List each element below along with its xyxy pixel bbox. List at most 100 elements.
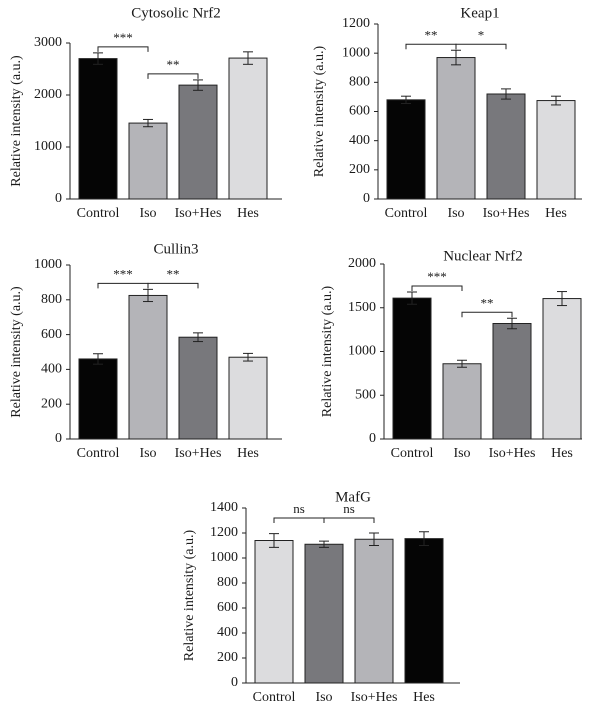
y-tick-label: 1000 (348, 344, 376, 359)
x-tick-label: Control (385, 206, 428, 221)
y-tick-label: 0 (55, 191, 62, 206)
x-tick-label: Iso+Hes (483, 206, 530, 221)
y-tick-label: 500 (355, 387, 376, 402)
bar-hes (228, 356, 268, 440)
bar-control (254, 540, 294, 684)
y-axis-label: Relative intensity (a.u.) (312, 45, 327, 177)
y-tick-label: 0 (231, 675, 238, 690)
bar-hes (404, 538, 444, 684)
y-tick-label: 1200 (210, 525, 238, 540)
x-tick-label: Iso (139, 206, 156, 221)
x-tick-label: Hes (545, 206, 567, 221)
x-tick-label: Control (391, 446, 434, 461)
bar-control (392, 297, 432, 440)
significance-label: ** (167, 57, 180, 72)
y-tick-label: 800 (349, 75, 370, 90)
bar-iso (442, 363, 482, 440)
y-tick-label: 600 (349, 104, 370, 119)
x-tick-label: Iso (447, 206, 464, 221)
y-axis-label: Relative intensity (a.u.) (320, 285, 335, 417)
x-tick-label: Hes (413, 690, 435, 705)
y-tick-label: 800 (41, 292, 62, 307)
significance-bracket (97, 282, 149, 289)
y-tick-label: 1200 (342, 16, 370, 31)
chart-title: Keap1 (460, 5, 499, 21)
bar-iso-hes (486, 93, 526, 200)
significance-bracket (461, 311, 513, 318)
bar-iso-hes (492, 323, 532, 440)
y-tick-label: 1000 (34, 257, 62, 272)
y-tick-label: 1400 (210, 500, 238, 515)
y-tick-label: 400 (41, 362, 62, 377)
chart-panel-1: Cytosolic Nrf2 Relative intensity (a.u.) 0… (9, 5, 282, 221)
significance-bracket (147, 73, 199, 79)
chart-panel-2: Keap1 Relative intensity (a.u.) 0 200 400 600… (312, 5, 582, 221)
significance-label: *** (113, 30, 133, 45)
significance-bracket (405, 43, 457, 50)
x-tick-label: Iso+Hes (351, 690, 398, 705)
y-tick-label: 600 (217, 600, 238, 615)
significance-bracket (97, 46, 149, 52)
bar-iso-hes (354, 538, 394, 684)
bar-control (78, 358, 118, 440)
bar-hes (542, 298, 582, 440)
significance-label: *** (113, 266, 133, 281)
chart-title: MafG (335, 489, 371, 505)
significance-label: ** (481, 295, 494, 310)
y-tick-label: 400 (349, 133, 370, 148)
bar-iso (128, 122, 168, 200)
x-tick-label: Iso (453, 446, 470, 461)
y-tick-label: 1000 (34, 139, 62, 154)
significance-bracket (147, 282, 199, 289)
y-tick-label: 0 (55, 431, 62, 446)
chart-title: Cullin3 (153, 241, 198, 257)
x-tick-label: Iso+Hes (489, 446, 536, 461)
y-tick-label: 1000 (342, 45, 370, 60)
x-tick-label: Iso (315, 690, 332, 705)
x-tick-label: Hes (237, 446, 259, 461)
x-tick-label: Control (253, 690, 296, 705)
significance-bracket (411, 285, 463, 291)
bar-iso (128, 294, 168, 440)
bar-iso (436, 57, 476, 200)
y-tick-label: 0 (363, 191, 370, 206)
x-tick-label: Iso (139, 446, 156, 461)
x-tick-label: Control (77, 206, 120, 221)
bar-control (78, 58, 118, 200)
y-axis-label: Relative intensity (a.u.) (9, 286, 24, 418)
significance-bracket (273, 517, 325, 523)
x-tick-label: Iso+Hes (175, 446, 222, 461)
bar-hes (228, 57, 268, 200)
y-tick-label: 2000 (348, 256, 376, 271)
significance-label: ns (293, 501, 305, 516)
chart-title: Nuclear Nrf2 (443, 248, 523, 264)
y-tick-label: 200 (217, 650, 238, 665)
bar-iso-hes (178, 84, 218, 200)
y-tick-label: 600 (41, 327, 62, 342)
significance-bracket (455, 43, 507, 50)
y-axis-label: Relative intensity (a.u.) (9, 55, 24, 187)
bar-iso-hes (178, 336, 218, 440)
significance-label: ** (167, 266, 180, 281)
significance-label: * (478, 27, 485, 42)
x-tick-label: Iso+Hes (175, 206, 222, 221)
y-tick-label: 200 (41, 396, 62, 411)
y-tick-label: 2000 (34, 87, 62, 102)
chart-panel-5: MafG Relative intensity (a.u.) 0 200 400 600 8… (182, 489, 460, 705)
y-tick-label: 400 (217, 625, 238, 640)
y-axis-label: Relative intensity (a.u.) (182, 529, 197, 661)
y-tick-label: 800 (217, 575, 238, 590)
bar-iso (304, 543, 344, 684)
y-tick-label: 1000 (210, 550, 238, 565)
chart-panel-4: Nuclear Nrf2 Relative intensity (a.u.) 0 50… (320, 248, 582, 461)
significance-label: ** (425, 27, 438, 42)
x-tick-label: Control (77, 446, 120, 461)
bar-hes (536, 100, 576, 200)
significance-label: ns (343, 501, 355, 516)
bar-control (386, 99, 426, 200)
chart-title: Cytosolic Nrf2 (131, 5, 221, 21)
y-tick-label: 200 (349, 162, 370, 177)
chart-panel-3: Cullin3 Relative intensity (a.u.) 0 200 400 6… (9, 241, 282, 461)
x-tick-label: Hes (551, 446, 573, 461)
